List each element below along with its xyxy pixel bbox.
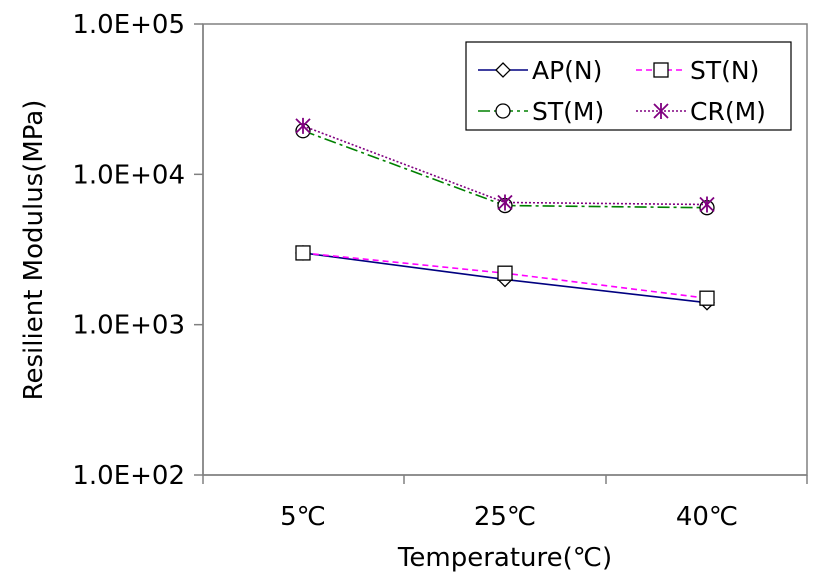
legend-item-st-n: ST(N) bbox=[636, 56, 759, 85]
x-tick-label: 25℃ bbox=[474, 502, 536, 532]
series-line-cr-m bbox=[302, 125, 708, 206]
legend-label-cr-m: CR(M) bbox=[690, 97, 766, 126]
y-tick-label: 1.0E+03 bbox=[72, 311, 185, 341]
series-st-n bbox=[295, 245, 715, 306]
y-tick-label: 1.0E+04 bbox=[72, 160, 185, 190]
legend-label-st-n: ST(N) bbox=[690, 56, 759, 85]
data-point-cr-m bbox=[699, 196, 715, 213]
y-tick-label: 1.0E+02 bbox=[72, 461, 185, 491]
legend-marker-st-m bbox=[495, 103, 511, 119]
data-point-cr-m bbox=[497, 194, 513, 211]
data-point-st-n bbox=[295, 245, 311, 261]
legend-label-st-m: ST(M) bbox=[532, 97, 604, 126]
y-axis-ticks: 1.0E+02 1.0E+03 1.0E+04 1.0E+05 bbox=[72, 10, 203, 491]
legend-item-ap-n: AP(N) bbox=[478, 56, 602, 85]
legend-marker-st-n bbox=[653, 62, 669, 78]
data-point-cr-m bbox=[295, 117, 311, 134]
series-layer bbox=[295, 117, 715, 311]
legend: AP(N) ST(N) ST(M) CR(M) bbox=[465, 41, 792, 131]
y-tick-label: 1.0E+05 bbox=[72, 10, 185, 40]
legend-item-st-m: ST(M) bbox=[478, 97, 604, 126]
x-tick-label: 40℃ bbox=[676, 502, 738, 532]
x-axis-title: Temperature(℃) bbox=[397, 543, 612, 573]
x-axis-ticks: 5℃ 25℃ 40℃ bbox=[202, 475, 808, 532]
legend-item-cr-m: CR(M) bbox=[636, 97, 766, 126]
data-point-st-n bbox=[497, 265, 513, 281]
legend-marker-ap-n bbox=[495, 62, 511, 78]
series-cr-m bbox=[295, 117, 715, 213]
x-tick-label: 5℃ bbox=[280, 502, 326, 532]
legend-marker-cr-m bbox=[653, 103, 669, 119]
data-point-st-n bbox=[699, 290, 715, 306]
legend-box bbox=[465, 41, 792, 131]
legend-label-ap-n: AP(N) bbox=[532, 56, 602, 85]
y-axis-title: Resilient Modulus(MPa) bbox=[19, 100, 49, 401]
